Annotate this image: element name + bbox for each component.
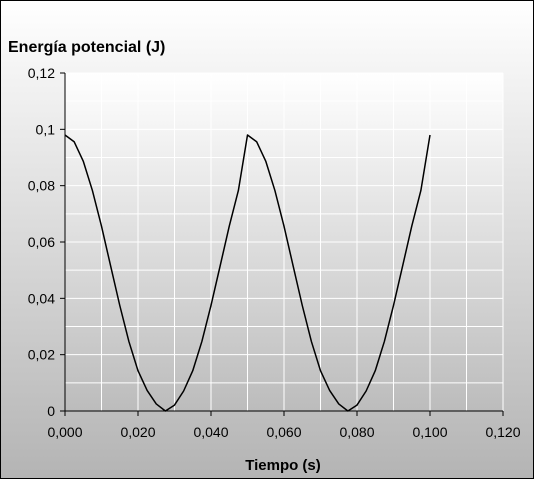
grid-layer [64,72,504,411]
chart-title: Energía potencial (J) [8,39,165,56]
y-tick-label: 0,02 [28,347,55,363]
y-tick-label: 0,08 [28,178,55,194]
x-axis-title: Tiempo (s) [245,457,321,474]
y-tick-label: 0,1 [36,121,56,137]
x-tick-label: 0,000 [47,424,82,440]
x-tick-label: 0,060 [266,424,301,440]
series-line-0 [64,134,431,412]
series-layer [64,134,431,412]
x-tick-label: 0,040 [193,424,228,440]
y-tick-label: 0,04 [28,290,55,306]
y-tick-label: 0,12 [28,65,55,81]
axis-layer: 0 0,02 0,04 0,06 0,08 0,1 0,12 0,000 0,020 0,040 0… [28,65,521,440]
y-tick-label: 0,06 [28,234,55,250]
x-tick-label: 0,100 [412,424,447,440]
x-tick-label: 0,020 [120,424,155,440]
x-tick-label: 0,080 [339,424,374,440]
x-tick-label: 0,120 [485,424,520,440]
y-tick-label: 0 [47,403,55,419]
